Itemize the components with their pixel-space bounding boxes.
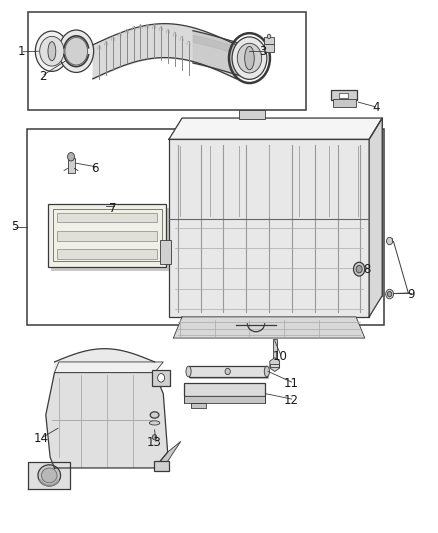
Circle shape: [158, 374, 165, 382]
Text: 13: 13: [147, 436, 162, 449]
Circle shape: [356, 265, 362, 273]
Bar: [57, 213, 157, 222]
Circle shape: [67, 152, 74, 161]
Text: 1: 1: [17, 45, 25, 58]
Circle shape: [353, 262, 365, 276]
Text: 4: 4: [372, 101, 379, 114]
Text: 14: 14: [34, 432, 49, 446]
Text: 8: 8: [363, 263, 371, 276]
Text: 3: 3: [259, 45, 266, 58]
Bar: [270, 364, 279, 367]
Bar: [188, 366, 267, 377]
Ellipse shape: [186, 366, 191, 377]
Bar: [333, 100, 356, 107]
Ellipse shape: [38, 465, 60, 486]
Bar: [57, 249, 157, 259]
Polygon shape: [184, 397, 265, 403]
Polygon shape: [28, 462, 70, 489]
Bar: [272, 339, 277, 365]
Polygon shape: [191, 403, 206, 408]
Bar: [264, 44, 274, 52]
Ellipse shape: [42, 468, 57, 483]
Text: 5: 5: [11, 220, 18, 233]
Bar: [48, 204, 166, 266]
Circle shape: [232, 37, 267, 79]
Bar: [28, 12, 306, 110]
Ellipse shape: [245, 46, 254, 70]
Circle shape: [152, 434, 157, 440]
Bar: [152, 370, 170, 386]
Circle shape: [35, 31, 68, 71]
Circle shape: [40, 36, 64, 66]
Polygon shape: [67, 158, 74, 173]
Polygon shape: [155, 441, 181, 468]
Bar: [169, 139, 369, 317]
Polygon shape: [46, 373, 168, 468]
Ellipse shape: [264, 366, 269, 377]
Bar: [154, 461, 169, 471]
Bar: [190, 368, 268, 379]
Bar: [239, 110, 265, 119]
Circle shape: [237, 43, 261, 73]
Text: 10: 10: [272, 350, 287, 363]
Polygon shape: [54, 362, 163, 373]
Text: 12: 12: [283, 393, 298, 407]
Ellipse shape: [150, 412, 159, 418]
Bar: [264, 37, 274, 44]
Bar: [160, 240, 171, 264]
Circle shape: [59, 30, 94, 72]
Bar: [57, 231, 157, 240]
Polygon shape: [369, 118, 382, 317]
Bar: [331, 91, 357, 100]
Ellipse shape: [48, 42, 56, 61]
Circle shape: [65, 37, 88, 65]
Ellipse shape: [149, 421, 160, 425]
Polygon shape: [173, 317, 365, 338]
Circle shape: [388, 292, 392, 297]
Text: 6: 6: [91, 162, 99, 175]
Circle shape: [387, 237, 392, 245]
Text: 2: 2: [39, 70, 46, 83]
Bar: [339, 93, 348, 99]
Circle shape: [386, 289, 393, 299]
Bar: [51, 208, 169, 271]
Bar: [27, 128, 385, 325]
Polygon shape: [182, 118, 382, 296]
Text: 9: 9: [408, 288, 415, 301]
Bar: [53, 209, 162, 261]
Text: 11: 11: [283, 377, 298, 390]
Circle shape: [267, 34, 271, 38]
Polygon shape: [169, 118, 382, 139]
Circle shape: [225, 368, 230, 375]
Polygon shape: [270, 358, 279, 372]
Bar: [184, 383, 265, 397]
Text: 7: 7: [109, 201, 116, 215]
